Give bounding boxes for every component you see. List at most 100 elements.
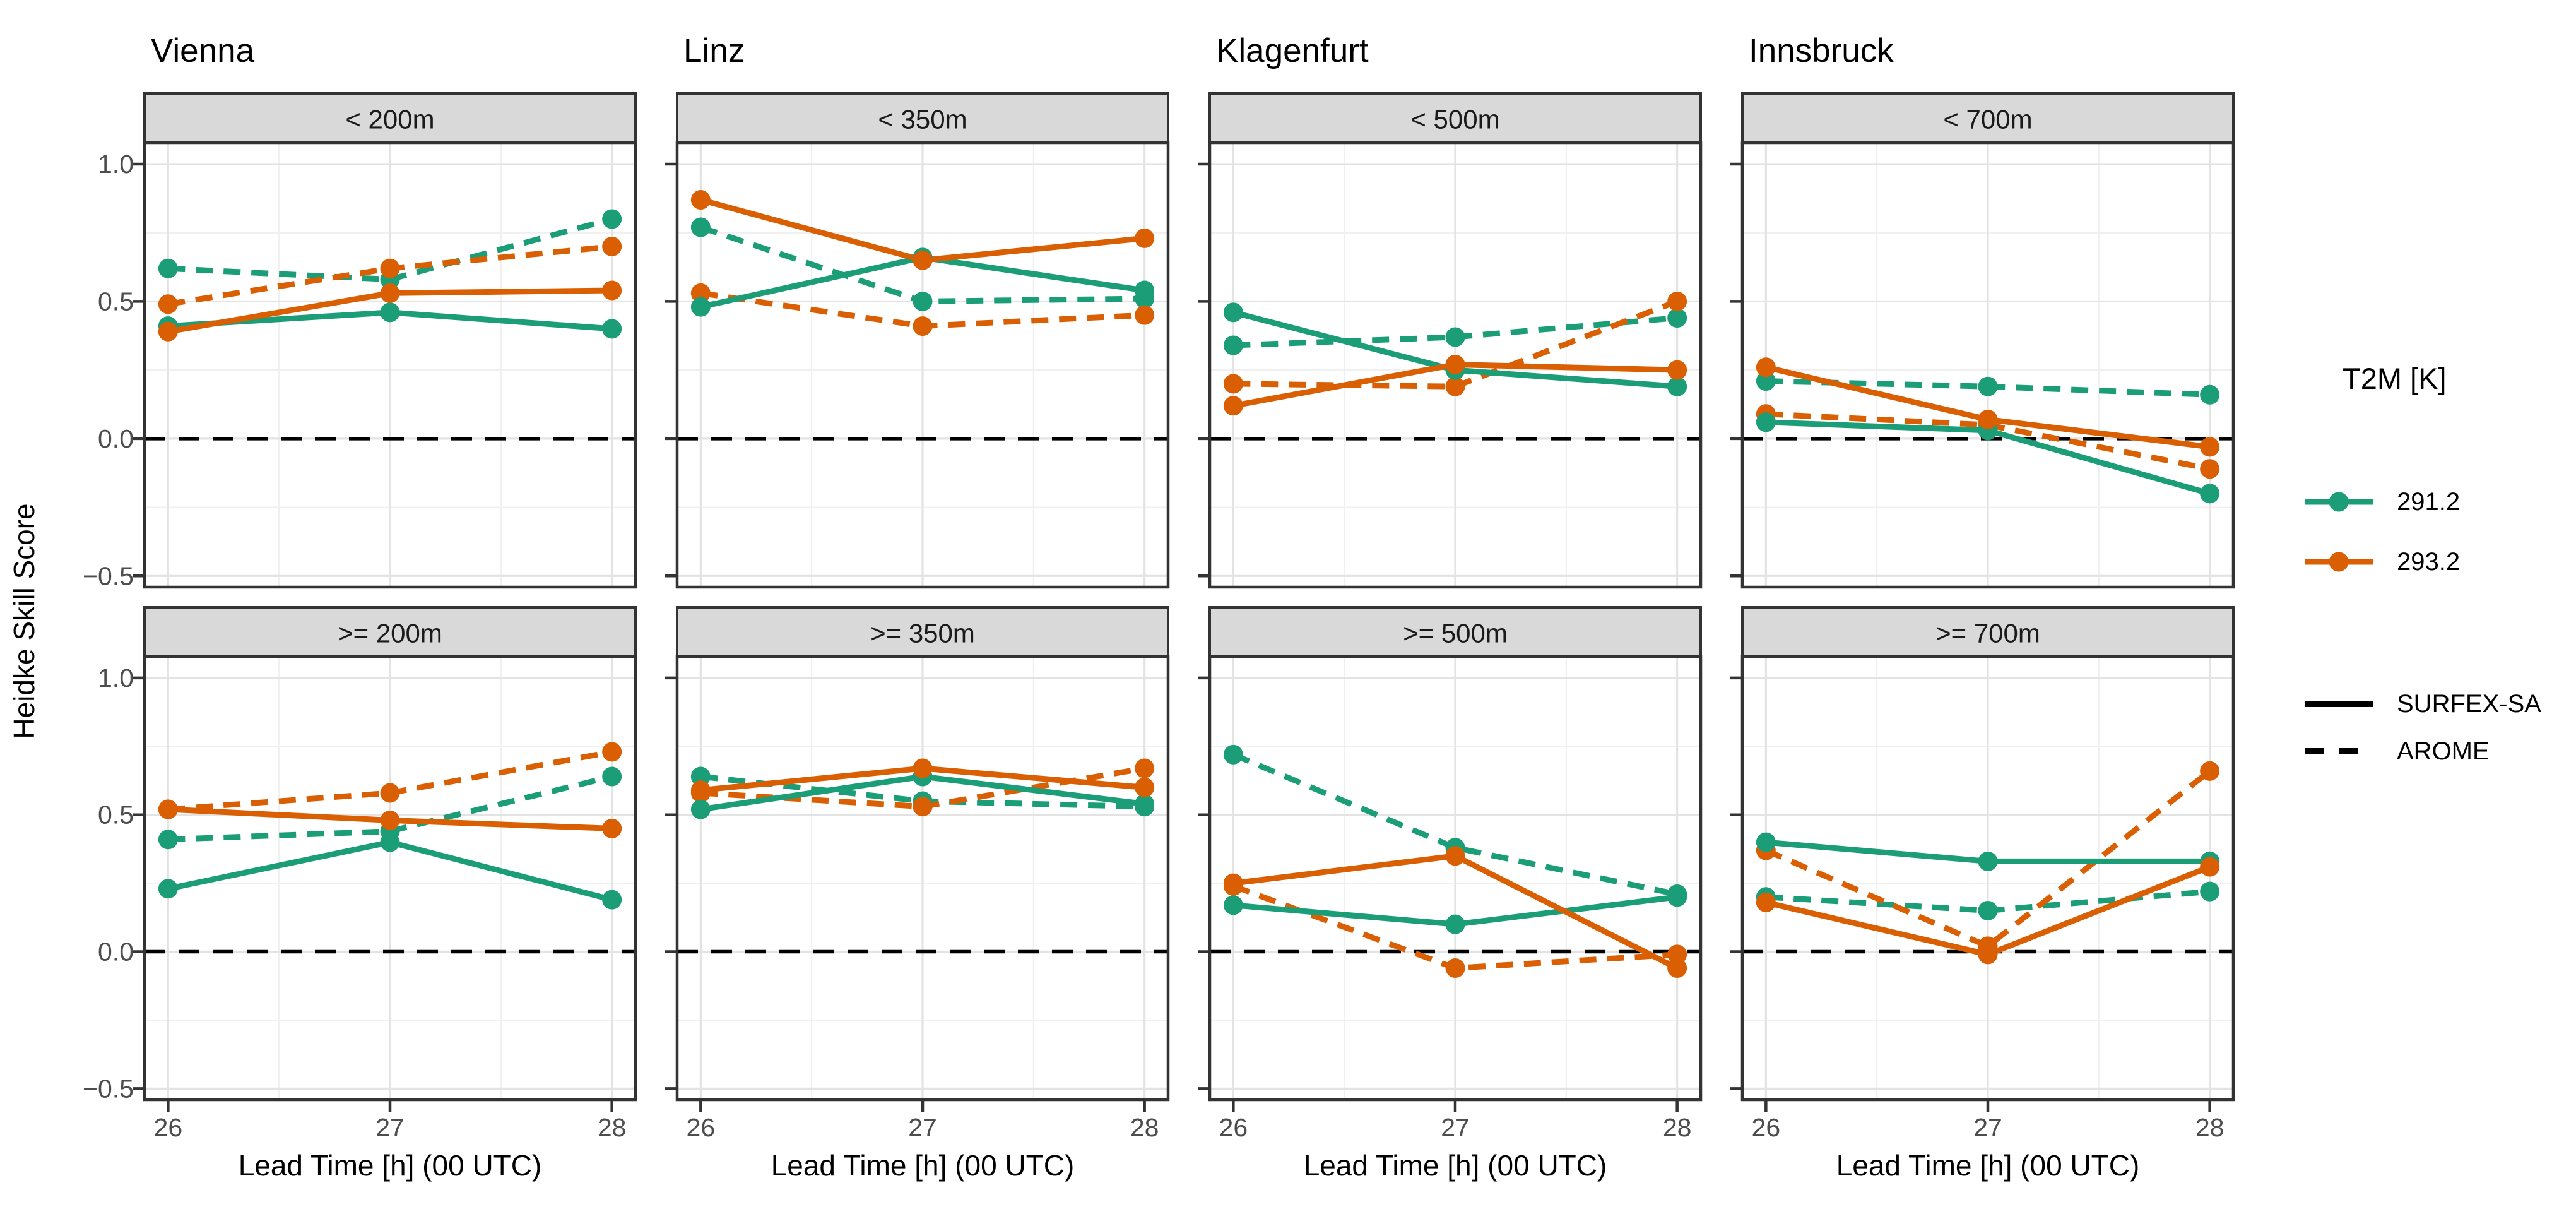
data-point-291-2-surfex-sa-28 xyxy=(1135,280,1155,301)
legend-item-arome: AROME xyxy=(2302,731,2490,771)
data-point-293-2-arome-27 xyxy=(913,316,933,336)
data-point-291-2-arome-27 xyxy=(1445,327,1465,347)
data-point-291-2-arome-28 xyxy=(602,209,622,229)
facet-strip xyxy=(1741,606,2235,658)
x-axis-title: Lead Time [h] (00 UTC) xyxy=(771,1149,1075,1182)
data-point-293-2-arome-28 xyxy=(2200,761,2220,781)
data-point-293-2-arome-28 xyxy=(1667,291,1687,311)
y-tick-label: −0.5 xyxy=(83,1074,134,1103)
facet-strip-label: >= 700m xyxy=(1935,619,2040,648)
x-tick-label: 28 xyxy=(598,1113,627,1142)
facet-strip-label: < 200m xyxy=(345,105,434,134)
data-point-291-2-arome-28 xyxy=(1667,308,1687,328)
facet-strip-label: < 700m xyxy=(1943,105,2032,134)
data-point-291-2-arome-26 xyxy=(1223,744,1243,765)
data-point-293-2-surfex-sa-28 xyxy=(1667,958,1687,979)
y-tick-label: 1.0 xyxy=(98,150,134,179)
facet-strip-label: >= 350m xyxy=(870,619,975,648)
legend-color-title: T2M [K] xyxy=(2343,362,2447,395)
facet-strip xyxy=(1208,606,1702,658)
data-point-293-2-surfex-sa-26 xyxy=(690,190,711,210)
y-tick-label: 1.0 xyxy=(98,664,134,693)
x-axis-title: Lead Time [h] (00 UTC) xyxy=(239,1149,542,1182)
data-point-291-2-surfex-sa-27 xyxy=(1978,851,1998,871)
data-point-293-2-surfex-sa-28 xyxy=(2200,437,2220,457)
facet-strip xyxy=(143,92,637,144)
x-tick-label: 27 xyxy=(908,1113,937,1142)
data-point-293-2-surfex-sa-26 xyxy=(690,780,711,800)
legend-item-291-2: 291.2 xyxy=(2302,482,2460,522)
x-tick-label: 28 xyxy=(1663,1113,1692,1142)
data-point-291-2-arome-26 xyxy=(158,830,178,850)
data-point-293-2-arome-27 xyxy=(1445,958,1465,979)
data-point-293-2-surfex-sa-28 xyxy=(602,818,622,838)
x-tick-label: 26 xyxy=(154,1113,183,1142)
data-point-293-2-arome-26 xyxy=(1223,374,1243,394)
data-point-291-2-surfex-sa-28 xyxy=(1135,794,1155,814)
legend-item-293-2: 293.2 xyxy=(2302,542,2460,582)
facet-strip xyxy=(143,606,637,658)
data-point-291-2-arome-26 xyxy=(1756,371,1776,391)
series-line-291-2-arome xyxy=(168,773,613,843)
panel-vienna-200m: >= 200m 1.0 0.5 0.0 −0.5 26 27 28 Lead Time [h] … xyxy=(83,606,637,1182)
data-point-291-2-arome-26 xyxy=(690,217,711,237)
data-point-291-2-surfex-sa-26 xyxy=(1756,832,1776,852)
data-point-293-2-surfex-sa-28 xyxy=(602,280,622,301)
data-point-291-2-surfex-sa-26 xyxy=(1223,895,1243,915)
legend-label-surfex-sa: SURFEX-SA xyxy=(2397,689,2541,718)
data-point-291-2-arome-28 xyxy=(602,766,622,787)
series-line-291-2-arome xyxy=(1232,752,1678,897)
panel-vienna-200m: < 200m 1.0 0.5 0.0 −0.5 xyxy=(83,92,637,590)
y-tick-label: 0.5 xyxy=(98,800,134,830)
column-title-vienna: Vienna xyxy=(151,32,255,69)
data-point-293-2-arome-26 xyxy=(690,283,711,303)
data-point-293-2-arome-27 xyxy=(913,797,933,817)
data-point-291-2-arome-28 xyxy=(2200,384,2220,405)
data-point-293-2-arome-28 xyxy=(602,236,622,256)
y-tick-label: 0.0 xyxy=(98,937,134,967)
panel-innsbruck-700m: < 700m xyxy=(1730,92,2235,589)
x-tick-label: 28 xyxy=(1130,1113,1159,1142)
data-point-291-2-surfex-sa-26 xyxy=(158,879,178,899)
series-line-291-2-arome xyxy=(1766,378,2210,398)
panel-linz-350m: >= 350m 26 27 28 Lead Time [h] (00 UTC) xyxy=(665,606,1170,1182)
panel-klagenfurt-500m: < 500m xyxy=(1198,92,1703,589)
data-point-293-2-surfex-sa-26 xyxy=(158,799,178,819)
column-title-innsbruck: Innsbruck xyxy=(1749,32,1894,69)
facet-strip xyxy=(1741,92,2235,144)
data-point-293-2-arome-28 xyxy=(602,742,622,762)
x-tick-label: 27 xyxy=(375,1113,405,1142)
data-point-293-2-surfex-sa-27 xyxy=(913,758,933,778)
solid-line-glyph xyxy=(2305,701,2373,707)
panel-innsbruck-700m: >= 700m 26 27 28 Lead Time [h] (00 UTC) xyxy=(1730,606,2235,1182)
data-point-293-2-arome-28 xyxy=(1135,758,1155,778)
x-axis-title: Lead Time [h] (00 UTC) xyxy=(1304,1149,1607,1182)
data-point-291-2-surfex-sa-26 xyxy=(1223,302,1243,323)
series-line-291-2-arome xyxy=(1233,315,1678,348)
data-point-291-2-arome-28 xyxy=(2200,881,2220,902)
facet-strip xyxy=(676,92,1169,144)
legend-label-291-2: 291.2 xyxy=(2397,487,2461,516)
x-tick-label: 27 xyxy=(1973,1113,2002,1142)
facet-strip xyxy=(1208,92,1702,144)
y-tick-label: −0.5 xyxy=(83,561,134,590)
data-point-291-2-surfex-sa-27 xyxy=(380,832,400,852)
data-point-293-2-surfex-sa-26 xyxy=(1756,892,1776,912)
data-point-293-2-surfex-sa-28 xyxy=(1135,777,1155,797)
facet-strip xyxy=(676,606,1169,658)
data-point-293-2-surfex-sa-26 xyxy=(158,321,178,342)
data-point-293-2-surfex-sa-27 xyxy=(1445,354,1465,374)
data-point-293-2-surfex-sa-28 xyxy=(1135,228,1155,248)
facet-strip-label: < 350m xyxy=(878,105,967,134)
legend-label-293-2: 293.2 xyxy=(2397,547,2461,576)
column-title-klagenfurt: Klagenfurt xyxy=(1216,32,1369,69)
data-point-291-2-surfex-sa-27 xyxy=(1445,914,1465,934)
data-point-293-2-surfex-sa-27 xyxy=(1445,846,1465,866)
dashed-line-glyph xyxy=(2305,748,2373,754)
data-point-291-2-arome-26 xyxy=(1223,335,1243,355)
panel-linz-350m: < 350m xyxy=(665,92,1170,589)
x-tick-label: 28 xyxy=(2195,1113,2224,1142)
facet-strip-label: >= 500m xyxy=(1403,619,1508,648)
